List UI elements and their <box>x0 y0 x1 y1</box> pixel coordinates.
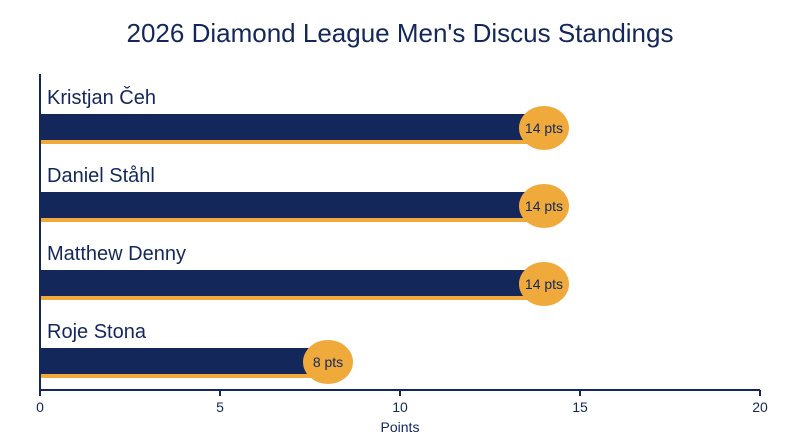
bar-accent-stripe <box>40 140 544 144</box>
bar <box>40 348 328 374</box>
bar-group: Roje Stona 8 pts <box>40 321 353 384</box>
x-tick-label: 0 <box>36 399 44 415</box>
category-label: Roje Stona <box>47 321 147 343</box>
x-tick-label: 15 <box>572 399 588 415</box>
x-axis: 0 5 10 15 20 <box>36 74 768 415</box>
data-label-badge <box>519 106 569 150</box>
category-label: Matthew Denny <box>47 243 186 265</box>
bar <box>40 192 544 218</box>
bar-accent-stripe <box>40 218 544 222</box>
bar-group: Kristjan Čeh 14 pts <box>40 86 569 150</box>
x-tick-label: 10 <box>392 399 408 415</box>
data-label: 8 pts <box>313 354 343 370</box>
x-axis-title: Points <box>381 419 420 435</box>
x-tick-label: 5 <box>216 399 224 415</box>
bar <box>40 114 544 140</box>
data-label: 14 pts <box>525 120 563 136</box>
data-label-badge <box>303 340 353 384</box>
bar-group: Matthew Denny 14 pts <box>40 243 569 306</box>
chart-title: 2026 Diamond League Men's Discus Standin… <box>126 18 674 48</box>
bar <box>40 270 544 296</box>
category-label: Daniel Ståhl <box>47 165 155 187</box>
data-label: 14 pts <box>525 276 563 292</box>
data-label-badge <box>519 262 569 306</box>
data-label-badge <box>519 184 569 228</box>
bar-group: Daniel Ståhl 14 pts <box>40 165 569 228</box>
bar-accent-stripe <box>40 374 328 378</box>
category-label: Kristjan Čeh <box>47 86 156 109</box>
bar-accent-stripe <box>40 296 544 300</box>
data-label: 14 pts <box>525 198 563 214</box>
x-tick-label: 20 <box>752 399 768 415</box>
